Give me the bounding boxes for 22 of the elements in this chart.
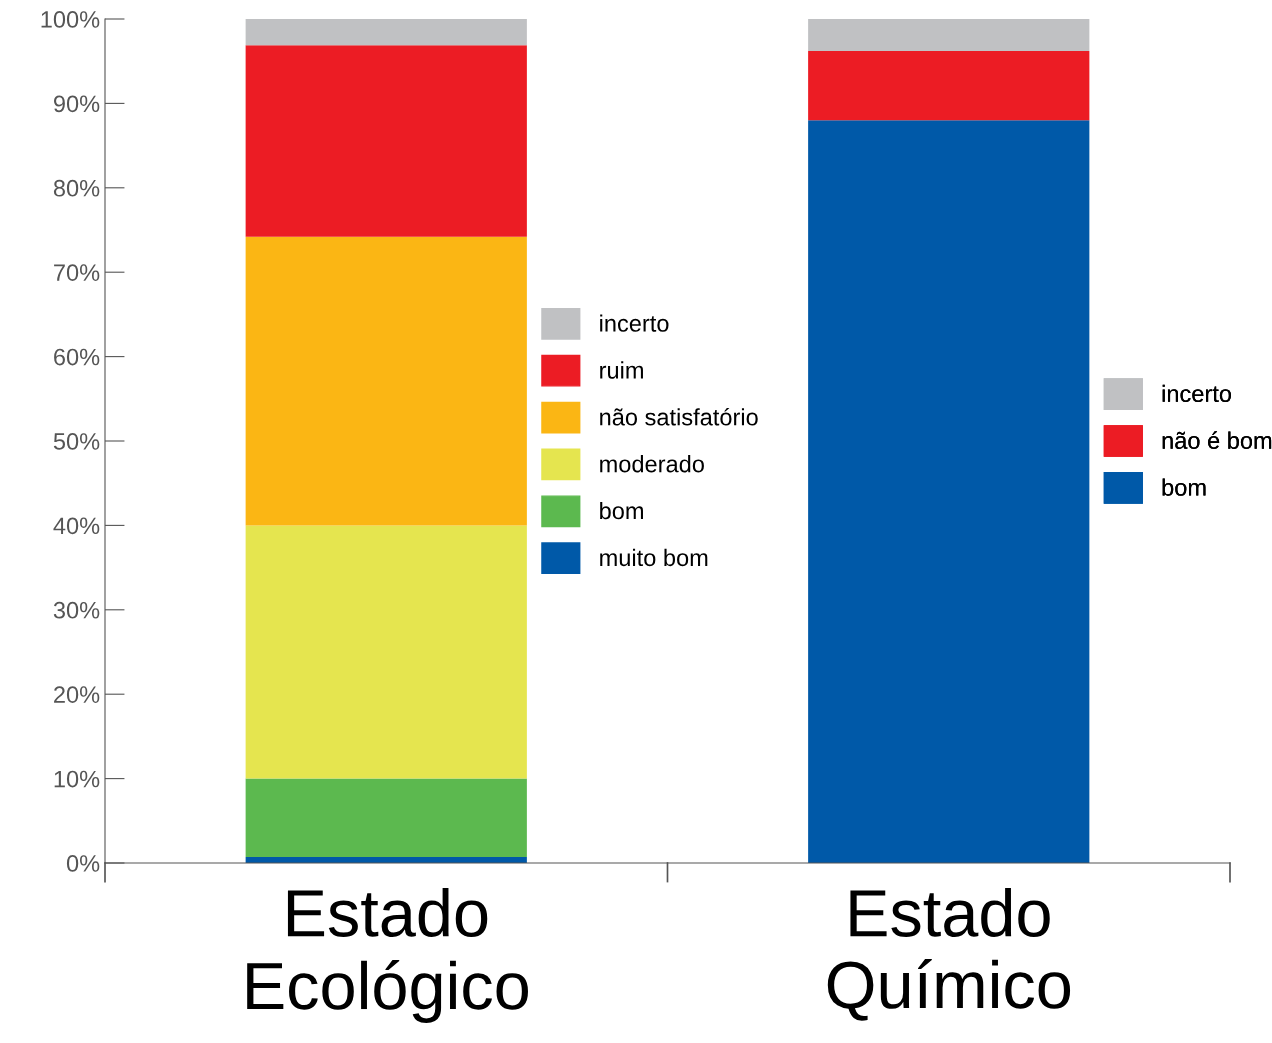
legend-label: não satisfatório bbox=[600, 407, 758, 426]
x-tick-label: Estado Ecológico bbox=[247, 888, 528, 1023]
y-tick-label: 90% bbox=[53, 95, 100, 113]
y-tick-label: 20% bbox=[54, 686, 100, 703]
y-tick-label: 70% bbox=[54, 264, 100, 281]
y-tick-label: 10% bbox=[54, 770, 100, 788]
legend-label: não é bom bbox=[1162, 431, 1272, 449]
legend-label: incerto bbox=[600, 314, 669, 332]
y-tick-label: 100% bbox=[41, 11, 100, 28]
y-tick-label: 40% bbox=[53, 517, 100, 535]
legend-label: moderado bbox=[600, 455, 704, 473]
legend-label: ruim bbox=[600, 361, 643, 379]
y-tick-label: 50% bbox=[53, 433, 100, 450]
legend-label: incerto bbox=[1162, 384, 1231, 403]
y-tick-label: 30% bbox=[53, 601, 100, 619]
legend-label: bom bbox=[1162, 478, 1206, 496]
legend-label: muito bom bbox=[600, 548, 708, 567]
x-tick-label: Estado Químico bbox=[827, 888, 1071, 1021]
y-tick-label: 60% bbox=[54, 348, 100, 366]
y-tick-label: 0% bbox=[66, 855, 100, 872]
y-tick-label: 80% bbox=[53, 179, 100, 197]
legend-label: bom bbox=[600, 501, 643, 520]
